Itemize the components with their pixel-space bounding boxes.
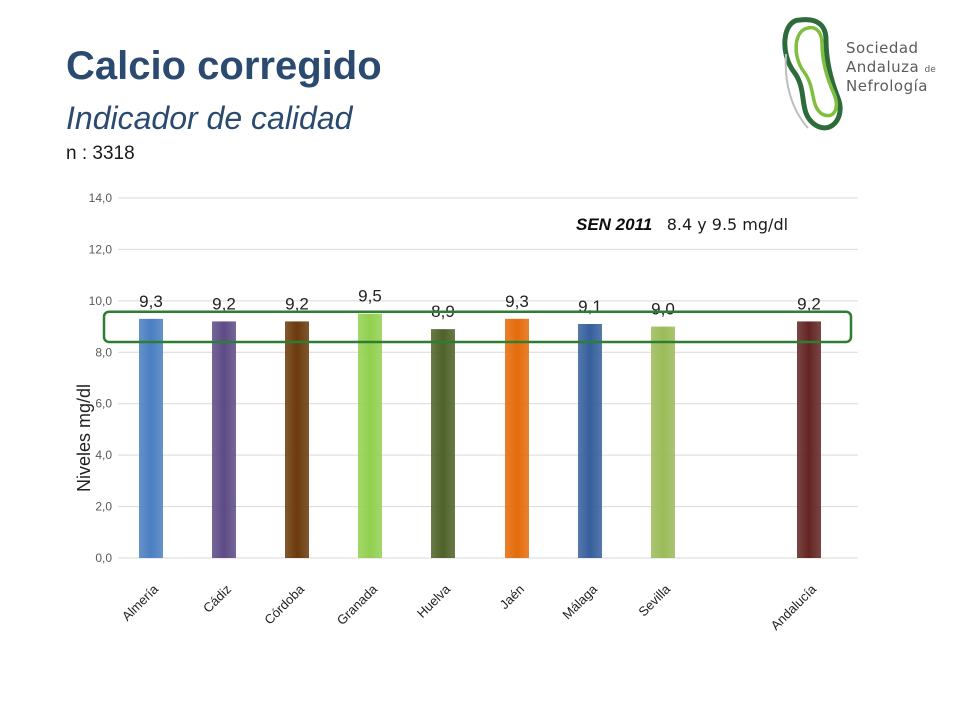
y-tick-label: 2,0 [95,500,112,514]
logo-text-de: de [924,65,936,75]
data-label: 9,3 [139,292,163,311]
data-label: 9,0 [651,300,675,319]
bar-cádiz [212,321,236,558]
y-tick-label: 4,0 [95,448,112,462]
data-label: 9,3 [505,292,529,311]
bar-málaga [578,324,602,558]
data-label: 9,2 [212,294,236,313]
x-tick-label: Sevilla [635,581,673,619]
y-tick-label: 12,0 [89,242,113,256]
x-tick-label: Jaén [497,582,528,613]
y-axis-label: Niveles mg/dl [74,384,94,492]
data-label: 9,5 [358,287,382,306]
bar-granada [358,313,382,558]
page-title: Calcio corregido [66,44,382,88]
x-tick-label: Andalucía [768,581,820,633]
annotation-range: 8.4 y 9.5 mg/dl [667,215,788,234]
logo-mark-icon [782,17,843,131]
bar-jaén [505,318,529,558]
x-tick-label: Almería [119,581,162,624]
x-tick-label: Cádiz [200,582,234,616]
bar-andalucía [797,321,821,558]
logo-text-andaluza: Andaluza [846,58,920,76]
target-annotation: SEN 2011 8.4 y 9.5 mg/dl [576,215,788,234]
society-logo: Sociedad Andaluza de Nefrología [778,14,948,140]
chart-bars [139,313,821,558]
data-label: 9,2 [285,294,309,313]
y-tick-label: 10,0 [89,294,113,308]
bar-sevilla [651,326,675,558]
logo-text-line3: Nefrología [846,77,928,95]
y-tick-label: 0,0 [95,551,112,565]
chart-gridlines [118,197,858,559]
bar-almería [139,318,163,558]
x-tick-label: Huelva [414,581,454,621]
y-axis-tick-labels: 0,0 2,0 4,0 6,0 8,0 10,0 12,0 14,0 [89,191,113,565]
y-tick-label: 14,0 [89,191,113,205]
data-label: 9,1 [578,297,602,316]
x-axis-tick-labels: Almería Cádiz Córdoba Granada Huelva Jaén Mála… [119,581,820,633]
bar-córdoba [285,321,309,558]
data-label: 9,2 [797,294,821,313]
bar-huelva [431,329,455,558]
y-tick-label: 6,0 [95,397,112,411]
x-tick-label: Córdoba [261,581,307,627]
logo-text-line2: Andaluza de [846,57,936,80]
annotation-label: SEN 2011 [576,215,652,234]
page-subtitle: Indicador de calidad [66,100,353,136]
target-range-box [102,310,853,344]
logo-text-line1: Sociedad [846,39,919,57]
x-tick-label: Granada [334,581,381,628]
y-tick-label: 8,0 [95,345,112,359]
chart-data-labels: 9,3 9,2 9,2 9,58,99,3 9,1 9,0 9,2 [139,287,821,321]
sample-size: n : 3318 [66,143,135,164]
x-tick-label: Málaga [559,581,600,622]
